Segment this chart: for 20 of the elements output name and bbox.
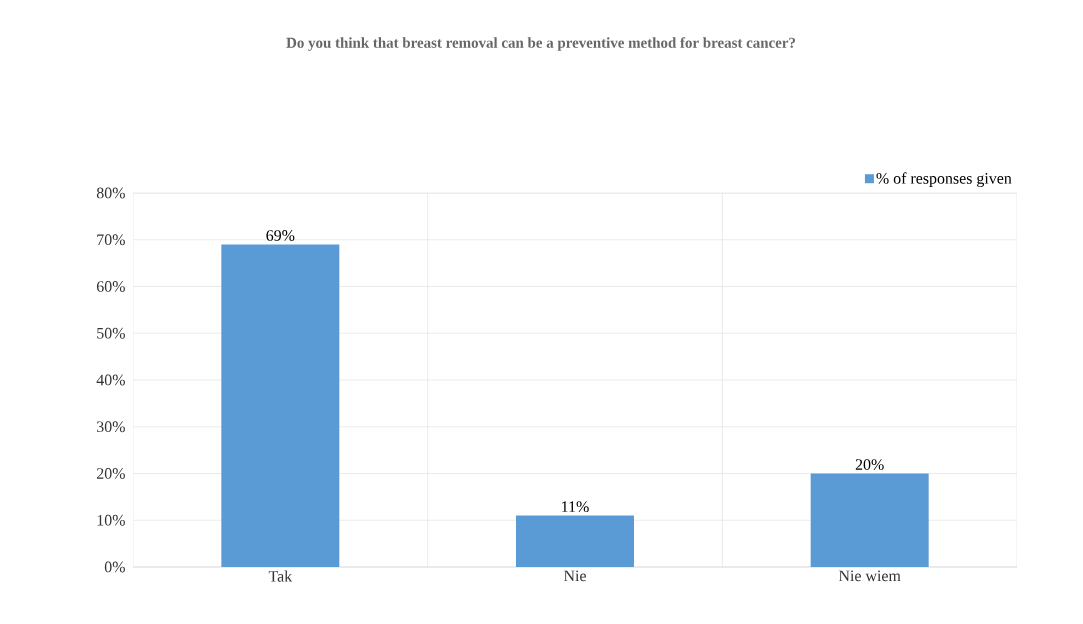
- y-tick-label: 60%: [96, 281, 125, 292]
- y-tick-label: 20%: [96, 468, 125, 479]
- y-tick-label: 10%: [97, 514, 125, 526]
- bar: [516, 515, 634, 567]
- y-tick-label: 80%: [96, 187, 125, 199]
- x-tick-label: Nie wiem: [838, 570, 901, 582]
- legend-label: % of responses given: [876, 172, 1012, 188]
- y-tick-label: 50%: [97, 327, 125, 339]
- chart-title: Do you think that breast removal can be a preventive method for breast cancer?: [286, 37, 796, 51]
- data-label: 69%: [266, 230, 295, 241]
- data-label: 11%: [562, 501, 589, 513]
- bar: [221, 244, 340, 567]
- y-tick-label: 0%: [104, 561, 125, 573]
- x-tick-label: Nie: [563, 570, 586, 582]
- y-tick-label: 40%: [96, 374, 125, 386]
- x-tick-label: Tak: [268, 570, 293, 582]
- data-label: 20%: [855, 459, 884, 470]
- y-tick-label: 30%: [97, 421, 125, 433]
- y-tick-label: 70%: [97, 234, 125, 246]
- bar: [810, 473, 929, 567]
